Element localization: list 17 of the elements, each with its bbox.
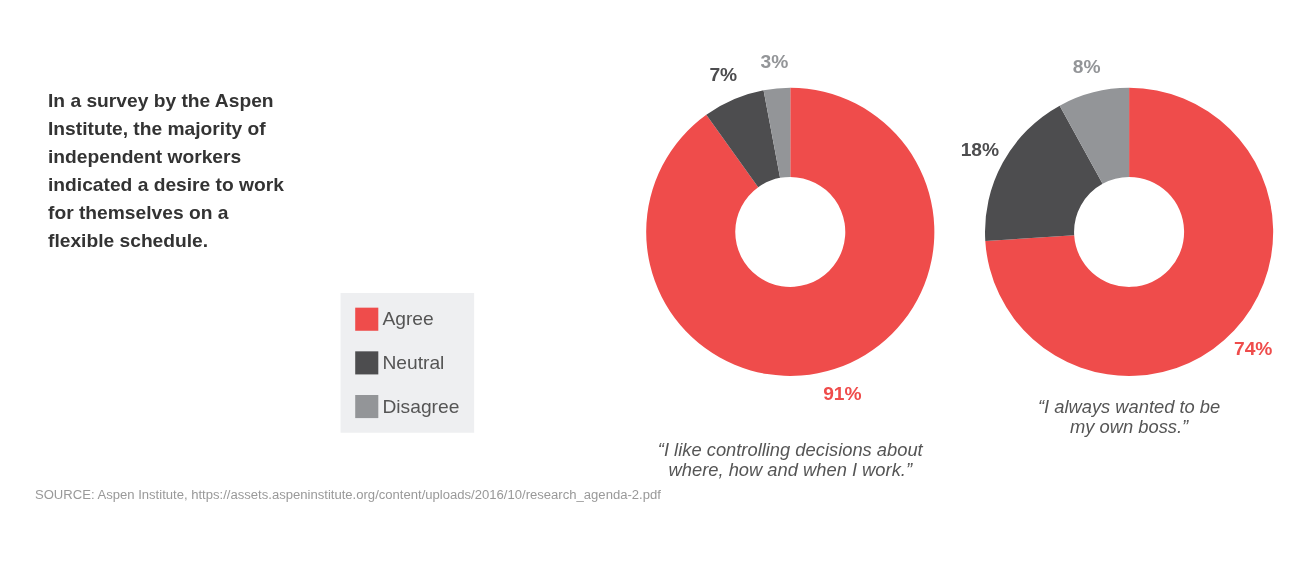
data-label: 8% — [1072, 56, 1101, 78]
donut-slice — [646, 87, 935, 376]
text: In a survey by the Aspen Institute, the majority of independent workers indicated a desire to work for themselves on a flexible schedule. — [48, 90, 285, 251]
data-label: 18% — [960, 138, 1000, 160]
data-label: 3% — [760, 51, 789, 73]
legend-label: Disagree — [382, 395, 460, 417]
text: “I always wanted to be my own boss.” — [1037, 395, 1221, 437]
data-label: 7% — [709, 64, 738, 86]
data-label: 91% — [823, 383, 862, 405]
legend-label: Agree — [382, 308, 434, 330]
text: “I like controlling decisions about where, how and when I work.” — [657, 439, 924, 481]
donut-slice — [763, 87, 791, 178]
donut-slice — [706, 90, 781, 188]
legend-label: Neutral — [382, 351, 445, 373]
data-label: 74% — [1234, 337, 1273, 359]
source-note: SOURCE: Aspen Institute, https://assets.aspeninstitute.org/content/uploads/2016/10/research_agenda-2.pdf — [34, 487, 662, 503]
donut-slice — [1059, 87, 1130, 184]
